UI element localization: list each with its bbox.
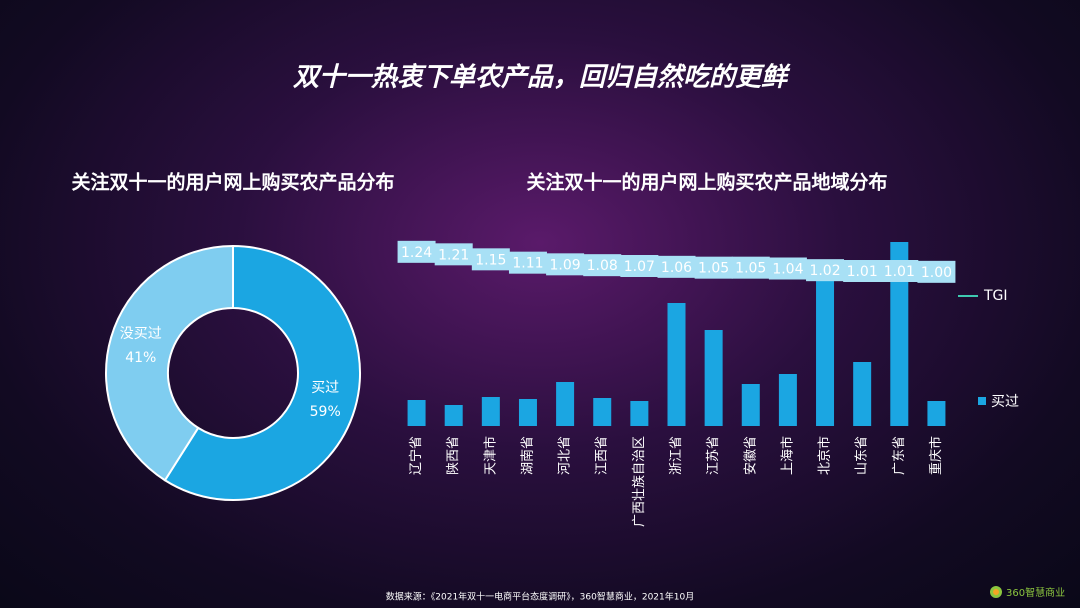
logo-text: 360智慧商业 (1006, 586, 1065, 599)
bar (593, 398, 612, 426)
bar (444, 405, 463, 426)
bar (481, 397, 500, 426)
tgi-value-label: 1.05 (735, 261, 766, 277)
x-tick-label: 辽宁省 (408, 436, 424, 475)
x-tick-label: 北京市 (817, 436, 833, 475)
bar (927, 401, 946, 426)
x-tick-label: 安徽省 (743, 436, 758, 475)
x-tick-label: 河北省 (558, 436, 573, 475)
x-tick-label: 上海市 (779, 436, 795, 475)
tgi-value-label: 1.08 (587, 258, 618, 274)
tgi-label-box (583, 254, 622, 277)
slice-value-label: 59% (310, 404, 341, 420)
tgi-label-box (434, 243, 473, 266)
tgi-label-box (694, 256, 733, 279)
bar (556, 382, 575, 426)
bar (778, 374, 797, 426)
bar (816, 270, 835, 426)
tgi-value-label: 1.00 (921, 265, 952, 281)
bar (518, 399, 537, 426)
bar-layer (407, 242, 946, 426)
tgi-value-label: 1.01 (847, 264, 878, 280)
slide-title: 双十一热衷下单农产品，回归自然吃的更鲜 (293, 63, 791, 93)
tgi-value-label: 1.01 (884, 264, 915, 280)
chart-title: 关注双十一的用户网上购买农产品地域分布 (526, 171, 887, 194)
tgi-label-box (508, 251, 547, 274)
bar (853, 362, 872, 426)
tgi-value-label: 1.11 (512, 256, 543, 272)
x-tick-label: 广西壮族自治区 (631, 436, 647, 527)
legend-swatch (978, 397, 986, 405)
donut-slice (163, 244, 361, 501)
tgi-value-label: 1.15 (475, 252, 506, 268)
tgi-value-label: 1.07 (624, 259, 655, 275)
logo-icon (990, 586, 1002, 598)
tgi-label-box (806, 259, 845, 282)
x-tick-label: 陕西省 (446, 436, 461, 475)
slice-label: 买过 (311, 380, 339, 396)
legend-label: 买过 (991, 394, 1019, 410)
x-tick-label: 广东省 (892, 436, 907, 475)
bar (630, 401, 649, 426)
tgi-label-box (917, 260, 956, 283)
tgi-label-box (397, 240, 436, 263)
x-tick-label: 天津市 (482, 436, 498, 475)
source-note: 数据来源：《2021年双十一电商平台态度调研》，360智慧商业，2021年10月 (386, 591, 694, 603)
tgi-value-label: 1.05 (698, 261, 729, 277)
x-tick-label: 江苏省 (705, 436, 721, 475)
tgi-value-label: 1.09 (550, 257, 581, 273)
tgi-value-label: 1.02 (809, 263, 840, 279)
donut-slice (105, 244, 234, 482)
x-tick-label: 江西省 (595, 436, 610, 475)
bar (667, 303, 686, 426)
slice-label: 没买过 (120, 326, 162, 342)
bar (741, 384, 760, 426)
x-tick-label: 重庆市 (928, 436, 944, 475)
tgi-label-box (620, 255, 659, 277)
bar (704, 330, 723, 426)
bar (890, 242, 909, 426)
tgi-value-label: 1.06 (661, 260, 692, 276)
tgi-label-box (768, 257, 807, 280)
slice-value-label: 41% (125, 350, 156, 366)
tgi-label-box (546, 253, 585, 276)
tgi-label-box (880, 260, 919, 282)
tgi-label-box (731, 256, 770, 279)
tgi-value-label: 1.24 (401, 245, 432, 261)
x-tick-label: 湖南省 (519, 436, 535, 475)
legend-label: TGI (983, 288, 1008, 304)
tgi-value-label: 1.21 (438, 247, 469, 263)
tgi-label-box (471, 248, 510, 271)
chart-title: 关注双十一的用户网上购买农产品分布 (71, 171, 394, 194)
x-tick-label: 山东省 (855, 436, 870, 475)
tgi-label-box (843, 260, 882, 282)
tgi-value-label: 1.04 (772, 262, 803, 278)
tgi-label-box (657, 255, 696, 278)
x-tick-label: 浙江省 (669, 436, 684, 475)
bar (407, 400, 426, 426)
